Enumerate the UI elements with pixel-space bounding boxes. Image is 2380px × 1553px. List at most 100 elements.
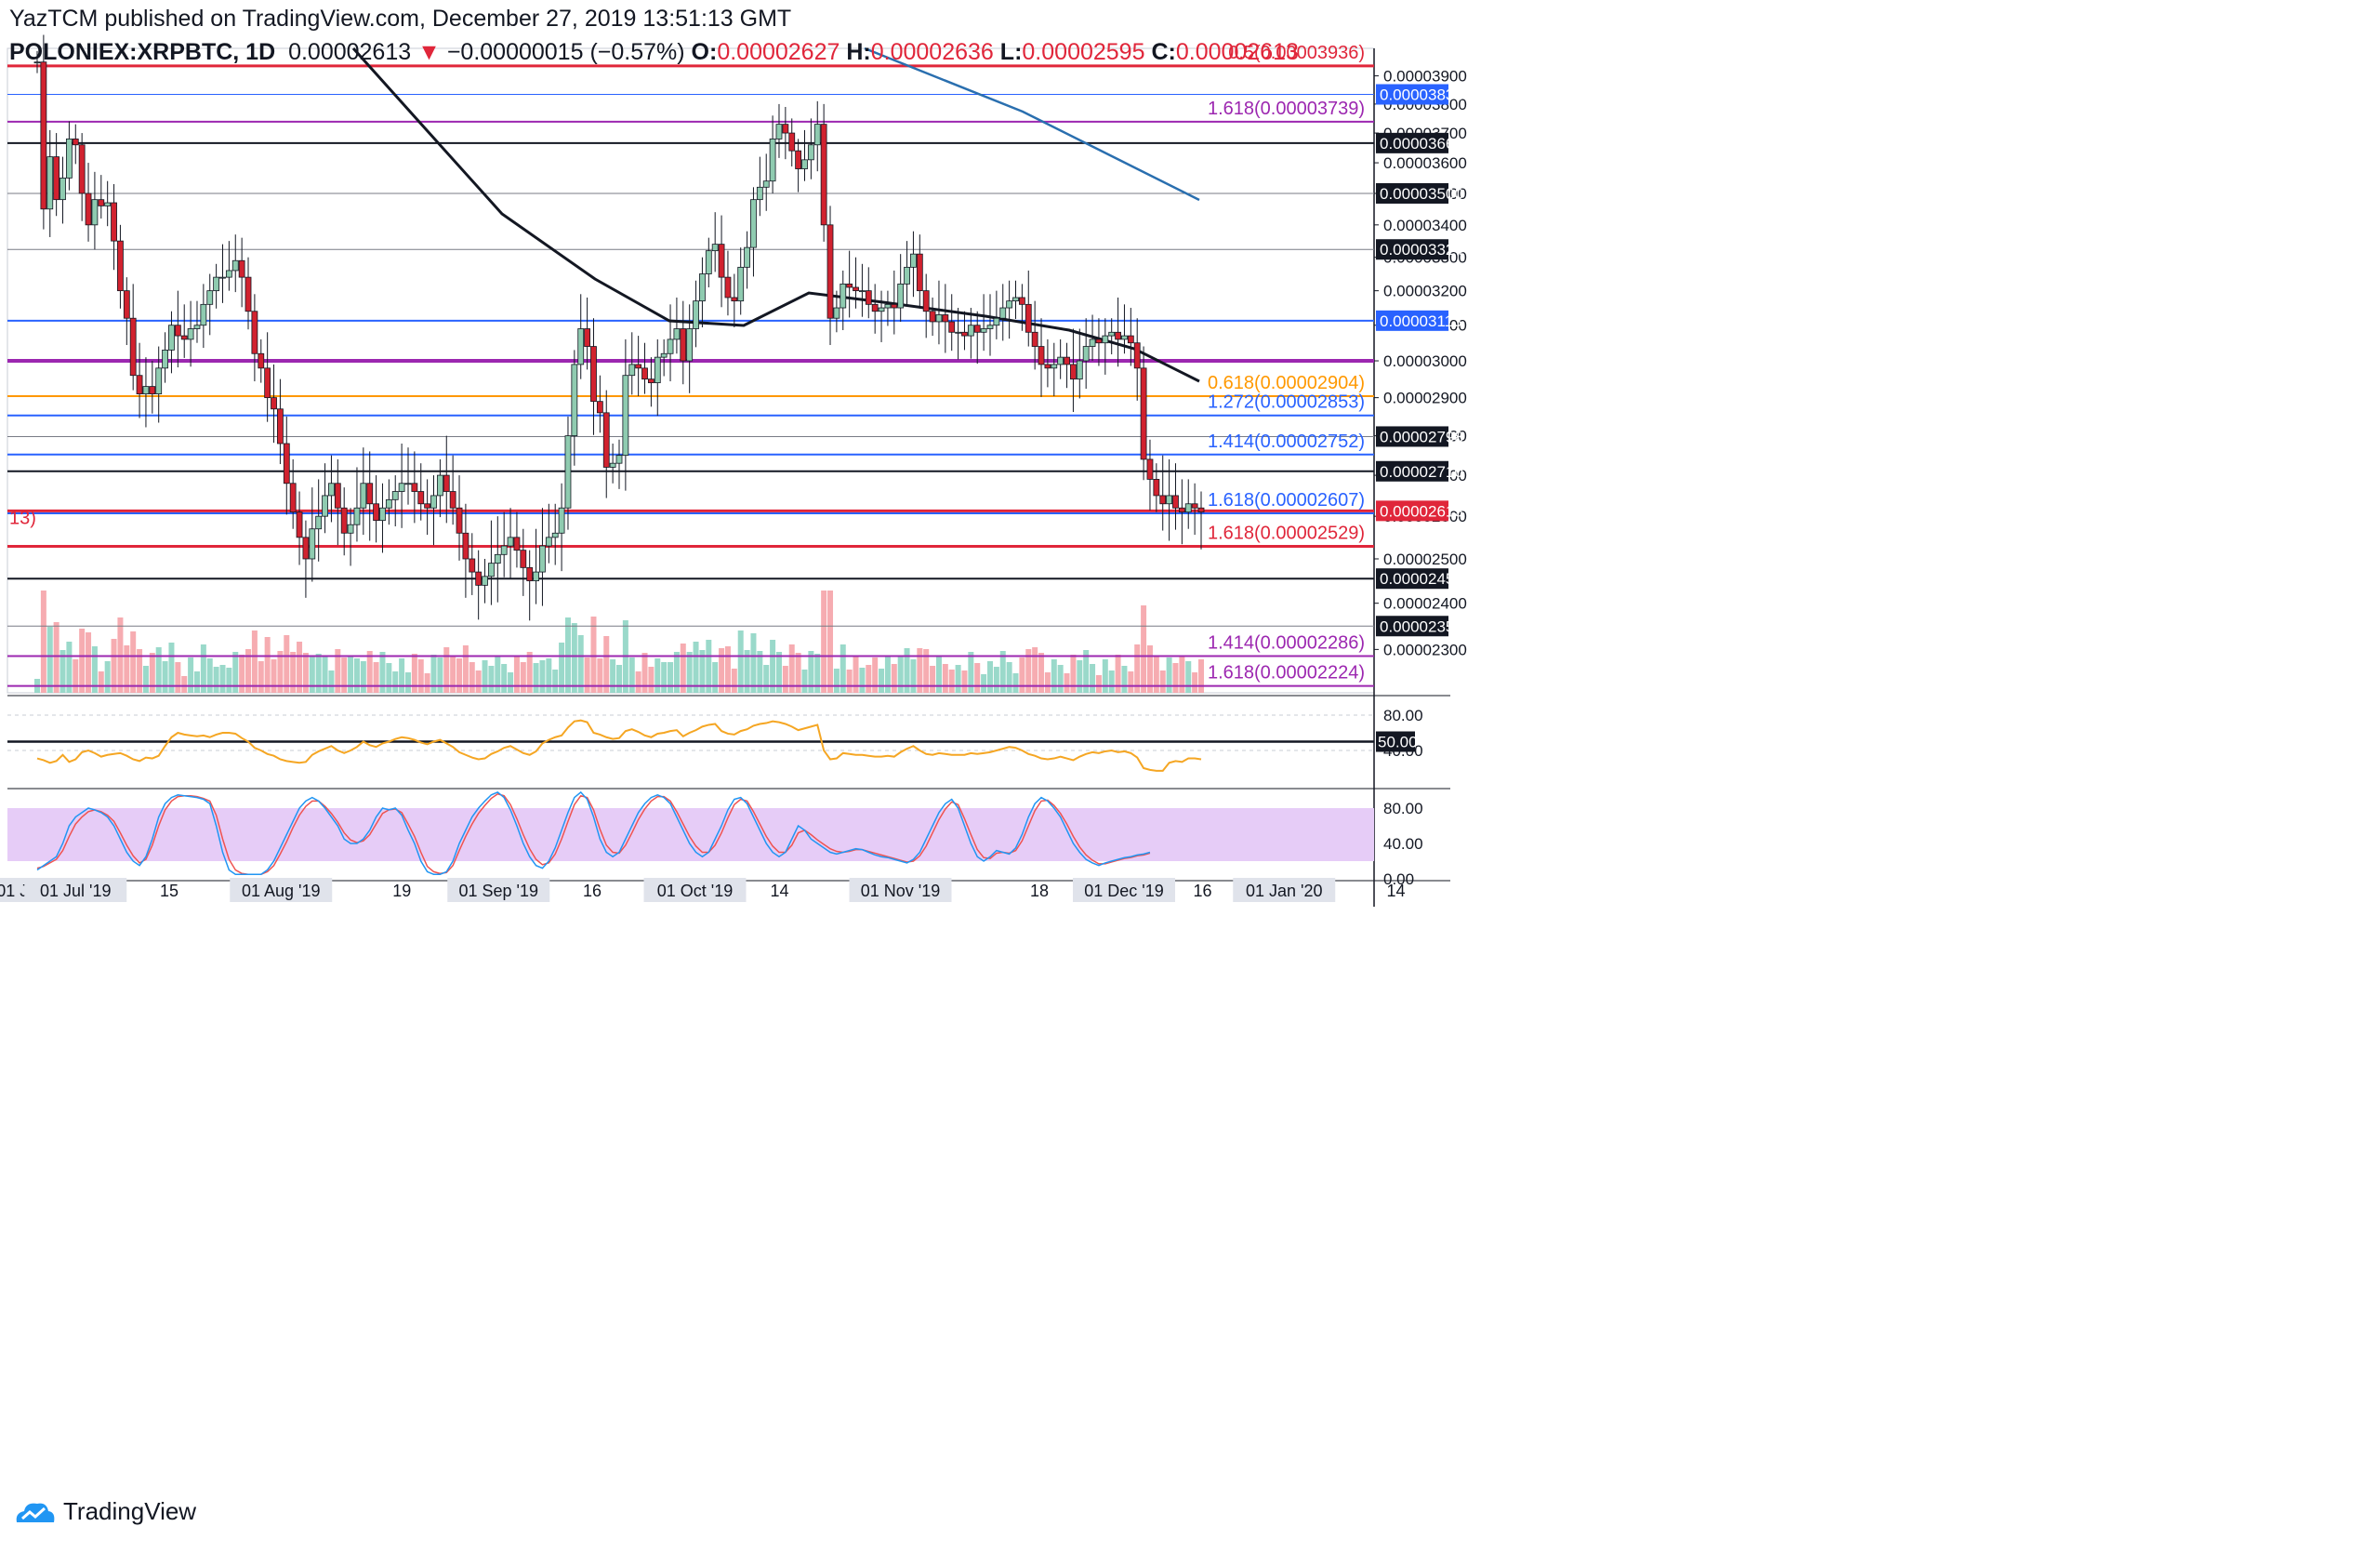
ohlc-line: POLONIEX:XRPBTC, 1D 0.00002613 ▼ −0.0000… (9, 39, 1299, 66)
rsi-tag-label: 50.00 (1378, 734, 1418, 751)
volume-bar (315, 654, 322, 693)
volume-bar (104, 661, 111, 693)
volume-bar (443, 647, 450, 693)
volume-bar (1166, 657, 1172, 693)
low-label: L: (999, 39, 1023, 65)
candle-body (1166, 495, 1173, 505)
high-value: 0.00002636 (870, 39, 994, 65)
candle-body (129, 317, 137, 377)
volume-bar (277, 651, 284, 693)
candle-body (660, 352, 668, 358)
candle-body (916, 253, 923, 292)
volume-bar (846, 670, 853, 693)
candle-body (1102, 335, 1109, 344)
candle-body (801, 159, 808, 169)
price-tag-bg (1376, 239, 1448, 260)
candle-body (871, 303, 879, 312)
volume-bar (98, 671, 104, 693)
volume-bar (424, 673, 430, 693)
volume-bar (1025, 649, 1032, 693)
volume-bar (353, 658, 360, 693)
volume-bar (686, 652, 693, 693)
volume-bar (360, 661, 366, 693)
close-label: C: (1151, 39, 1176, 65)
volume-bar (795, 653, 801, 693)
x-tick-label: 14 (770, 882, 788, 900)
candle-body (200, 303, 207, 326)
candle-body (756, 186, 763, 201)
volume-bar (508, 672, 514, 693)
candle-body (475, 571, 483, 586)
candle-body (897, 283, 905, 309)
candle-body (1070, 364, 1077, 380)
candle-body (187, 328, 194, 340)
candle-body (264, 367, 271, 399)
volume-bar (482, 660, 488, 693)
x-tick-bg (230, 878, 333, 902)
level-label: 1.414(0.00002286) (1208, 633, 1365, 654)
side-note-label: 13) (9, 508, 36, 528)
candle-body (46, 156, 54, 210)
volume-bar (251, 630, 258, 693)
volume-bar (1051, 659, 1057, 693)
volume-bar (782, 666, 788, 693)
volume-bar (111, 639, 117, 693)
volume-bar (488, 666, 495, 693)
main-pane-frame (7, 47, 1375, 694)
candle-body (1018, 297, 1025, 305)
candle-body (231, 259, 239, 272)
candle-body (577, 328, 585, 365)
candle-body (564, 435, 572, 509)
candle-body (417, 491, 425, 505)
candle-body (53, 156, 60, 201)
candle-body (347, 524, 354, 534)
candle-body (615, 455, 623, 464)
candle-body (443, 474, 450, 492)
volume-bar (520, 662, 526, 693)
volume-bar (79, 629, 86, 693)
volume-bar (53, 622, 60, 693)
volume-bar (648, 667, 654, 693)
candle-body (78, 144, 86, 194)
volume-bar (821, 591, 827, 693)
candle-body (1140, 367, 1147, 460)
price-tag-bg (1376, 616, 1448, 637)
candle-body (309, 528, 316, 560)
volume-bar (879, 669, 885, 693)
candle-body (251, 311, 258, 354)
y-tick-label: 0.00002400 (1383, 595, 1467, 613)
volume-bar (641, 653, 648, 693)
volume-bar (853, 657, 859, 693)
candle-body (1044, 364, 1051, 369)
volume-bar (475, 670, 482, 693)
x-tick-label: 18 (1030, 882, 1049, 900)
candle-body (1115, 331, 1121, 340)
x-tick-label: 15 (160, 882, 178, 900)
y-tick-label: 0.00003400 (1383, 217, 1467, 234)
candle-body (111, 202, 117, 242)
candle-body (174, 325, 181, 337)
candle-body (628, 364, 636, 377)
volume-bar (1038, 653, 1045, 693)
candle-body (180, 335, 188, 340)
candle-body (718, 244, 725, 278)
volume-bar (999, 651, 1006, 693)
volume-bar (788, 644, 795, 693)
symbol-label[interactable]: POLONIEX:XRPBTC, 1D (9, 39, 276, 65)
volume-bar (462, 645, 469, 693)
candle-body (891, 303, 898, 309)
candle-body (513, 537, 521, 551)
tradingview-logo[interactable]: TradingView (13, 1497, 196, 1526)
price-tag-bg (1376, 310, 1448, 331)
candle-body (744, 246, 750, 268)
volume-bar (73, 659, 79, 693)
candle-body (277, 408, 284, 445)
candle-body (85, 192, 92, 226)
volume-bar (232, 652, 239, 693)
candle-body (385, 498, 392, 509)
volume-bar (1044, 672, 1051, 693)
candle-body (456, 507, 463, 534)
volume-bar (923, 649, 930, 693)
